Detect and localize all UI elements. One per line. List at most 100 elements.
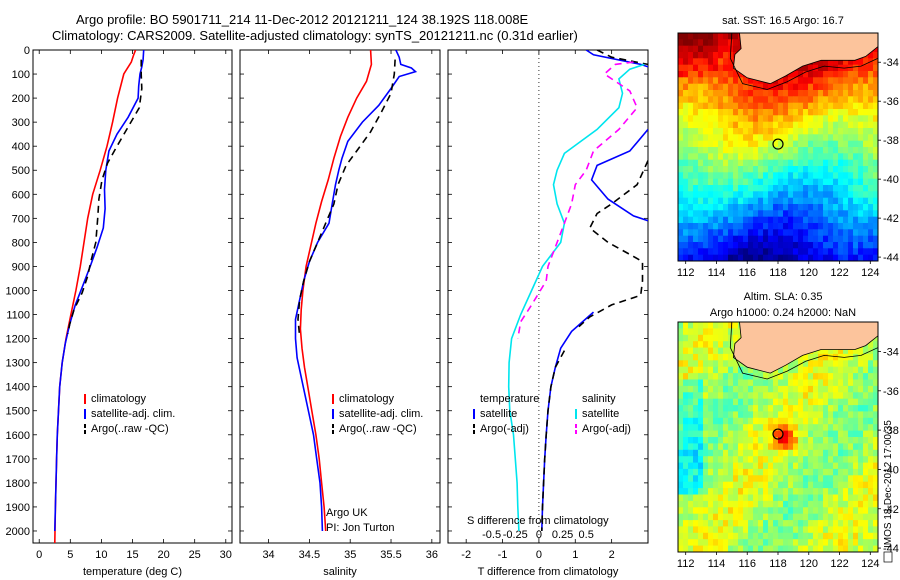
map-cell — [848, 153, 854, 161]
map-cell — [828, 430, 834, 438]
map-cell — [858, 159, 864, 167]
map-cell — [693, 96, 699, 104]
map-cell — [743, 185, 749, 192]
map-cell — [688, 322, 694, 329]
map-cell — [753, 475, 759, 483]
map-cell — [733, 456, 739, 464]
map-cell — [678, 153, 684, 161]
map-cell — [723, 353, 729, 361]
map-cell — [833, 242, 839, 249]
map-cell — [713, 159, 719, 167]
map-cell — [703, 64, 709, 72]
map-cell — [708, 96, 714, 104]
map-cell — [728, 109, 734, 116]
map-cell — [678, 322, 684, 329]
map-cell — [733, 424, 739, 432]
map-cell — [768, 500, 774, 508]
map-cell — [833, 411, 839, 419]
map-cell — [808, 424, 814, 432]
map-cell — [848, 159, 854, 167]
map-cell — [783, 134, 789, 142]
map-cell — [843, 178, 849, 186]
map-cell — [873, 488, 878, 496]
map-cell — [788, 494, 794, 502]
map-cell — [863, 159, 869, 167]
map-cell — [713, 475, 719, 483]
map-cell — [823, 385, 829, 393]
map-cell — [838, 77, 844, 85]
map-cell — [758, 449, 764, 457]
map-cell — [803, 204, 809, 211]
map-cell — [783, 405, 789, 413]
map-cell — [728, 373, 734, 381]
map-cell — [793, 494, 799, 502]
map-cell — [768, 248, 774, 256]
map-cell — [728, 411, 734, 419]
map-cell — [738, 411, 744, 419]
map-cell — [763, 379, 769, 387]
map-cell — [758, 128, 764, 135]
map-cell — [758, 424, 764, 432]
map-cell — [788, 379, 794, 387]
map-cell — [698, 210, 704, 218]
map-cell — [828, 115, 834, 123]
map-cell — [723, 115, 729, 123]
map-cell — [788, 96, 794, 104]
map-cell — [803, 449, 809, 457]
map-cell — [688, 513, 694, 521]
map-cell — [738, 385, 744, 393]
map-cell — [743, 115, 749, 123]
map-cell — [723, 475, 729, 483]
map-cell — [813, 121, 819, 129]
map-cell — [698, 417, 704, 425]
map-cell — [678, 39, 684, 47]
map-cell — [788, 475, 794, 483]
map-cell — [798, 494, 804, 502]
map-cell — [808, 494, 814, 502]
map-cell — [743, 102, 749, 110]
map-cell — [843, 172, 849, 180]
map-cell — [698, 526, 704, 534]
map-cell — [698, 462, 704, 470]
salinity-panel: 34 34.5 35 35.5 36salinityclimatologysatelli… — [239, 49, 441, 578]
map-cell — [733, 185, 739, 192]
map-cell — [773, 526, 779, 534]
y-tick-label: 1200 — [6, 334, 30, 346]
map-cell — [778, 513, 784, 521]
map-cell — [703, 494, 709, 502]
map-cell — [703, 430, 709, 438]
map-cell — [783, 229, 789, 237]
map-cell — [698, 366, 704, 374]
map-cell — [728, 134, 734, 142]
map-cell — [738, 96, 744, 104]
map-cell — [738, 424, 744, 432]
map-cell — [858, 417, 864, 425]
map-cell — [708, 248, 714, 256]
map-cell — [808, 210, 814, 218]
map-cell — [708, 379, 714, 387]
legend-label: Argo(..raw -QC) — [339, 423, 417, 435]
map-cell — [803, 488, 809, 496]
map-cell — [818, 385, 824, 393]
map-cell — [803, 191, 809, 199]
map-cell — [868, 197, 874, 205]
map-cell — [688, 366, 694, 374]
map-cell — [688, 102, 694, 110]
map-x-tick-label: 116 — [738, 558, 756, 570]
map-cell — [693, 102, 699, 110]
map-cell — [808, 242, 814, 249]
map-cell — [763, 411, 769, 419]
y-tick-label: 300 — [12, 117, 30, 129]
map-cell — [698, 109, 704, 116]
map-cell — [853, 494, 859, 502]
map-cell — [858, 347, 864, 355]
map-cell — [748, 539, 754, 547]
map-cell — [758, 545, 764, 552]
map-cell — [788, 545, 794, 552]
map-cell — [693, 197, 699, 205]
map-cell — [758, 488, 764, 496]
map-cell — [693, 147, 699, 154]
map-cell — [823, 513, 829, 521]
map-cell — [768, 385, 774, 393]
argo-location-marker — [772, 428, 784, 440]
